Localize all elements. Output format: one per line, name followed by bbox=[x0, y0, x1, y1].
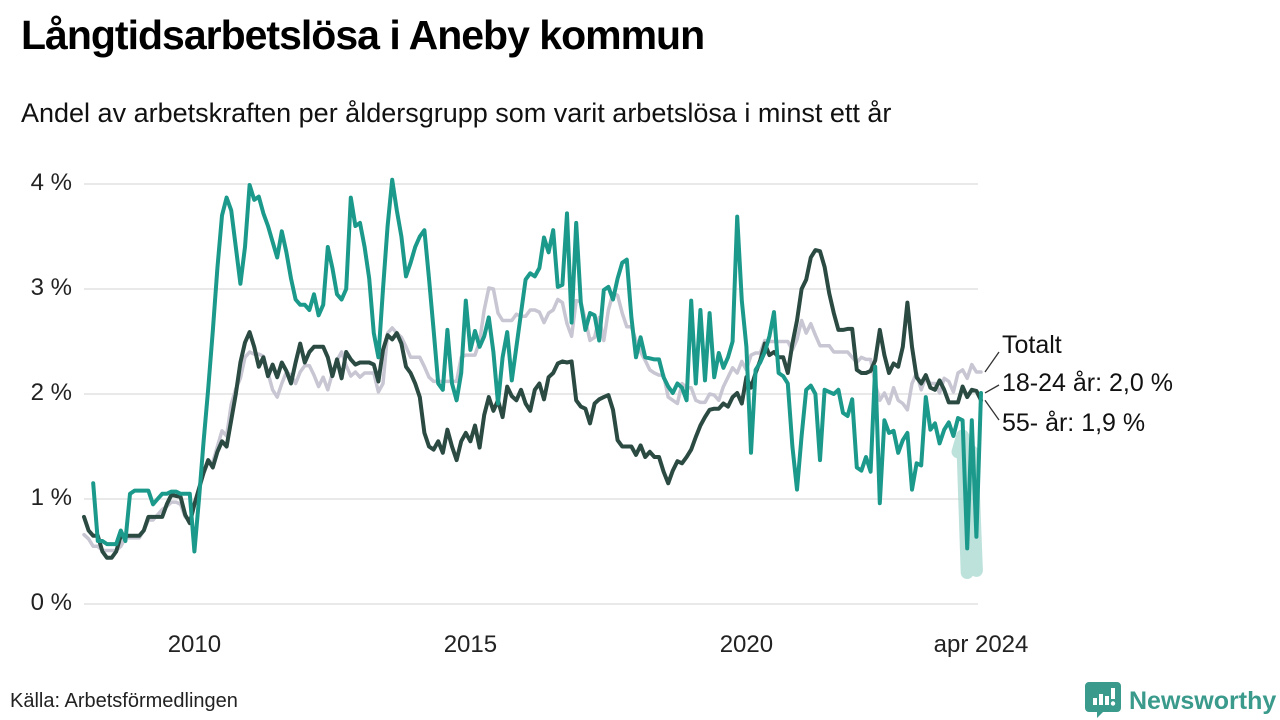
y-tick-label-3: 3 % bbox=[30, 274, 72, 301]
newsworthy-logo-icon bbox=[1085, 680, 1121, 720]
series-line-18-24-r bbox=[91, 177, 983, 554]
y-tick-label-2: 2 % bbox=[30, 379, 72, 406]
x-tick-label-apr-2024: apr 2024 bbox=[933, 631, 1029, 658]
leader-line-Totalt bbox=[984, 351, 1000, 373]
leader-line-18-24-r bbox=[984, 384, 1000, 394]
y-tick-label-0: 0 % bbox=[30, 589, 72, 616]
y-tick-label-4: 4 % bbox=[30, 169, 72, 196]
series-line-55-r bbox=[82, 248, 983, 560]
legend-label-totalt: Totalt bbox=[1002, 331, 1062, 359]
legend-label-55: 55- år: 1,9 % bbox=[1002, 409, 1146, 437]
brand-lockup: Newsworthy bbox=[1085, 680, 1276, 720]
legend-label-18-24: 18-24 år: 2,0 % bbox=[1002, 369, 1173, 397]
source-note: Källa: Arbetsförmedlingen bbox=[10, 690, 238, 712]
page-subtitle: Andel av arbetskraften per åldersgrupp s… bbox=[21, 98, 892, 128]
x-tick-label-2010: 2010 bbox=[167, 631, 222, 658]
leader-line-55-r bbox=[984, 399, 1000, 421]
brand-name: Newsworthy bbox=[1129, 687, 1277, 715]
page-title: Långtidsarbetslösa i Aneby kommun bbox=[21, 12, 705, 58]
y-tick-label-1: 1 % bbox=[30, 484, 72, 511]
x-tick-label-2020: 2020 bbox=[719, 631, 774, 658]
x-tick-label-2015: 2015 bbox=[443, 631, 498, 658]
